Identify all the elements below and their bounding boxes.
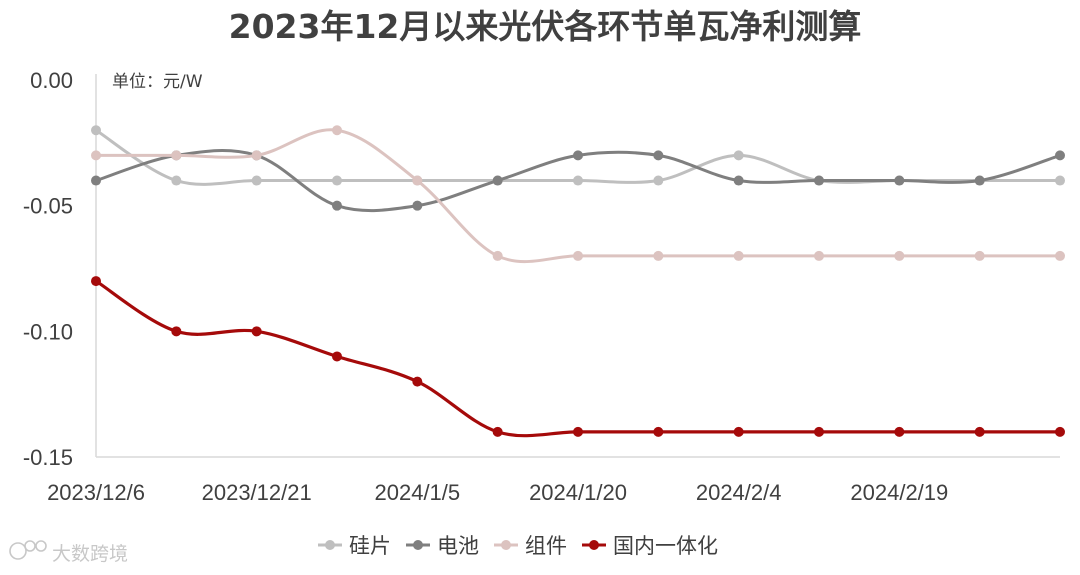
legend-marker <box>501 540 511 550</box>
data-point <box>894 426 905 437</box>
x-tick-label: 2023/12/21 <box>202 480 312 505</box>
series-4 <box>91 276 1065 438</box>
data-point <box>1055 175 1065 186</box>
series-layer <box>91 125 1065 438</box>
data-point <box>332 200 342 211</box>
data-point <box>251 326 262 337</box>
data-point <box>653 250 664 261</box>
legend-item: 组件 <box>494 534 567 558</box>
data-point <box>1055 426 1065 437</box>
data-point <box>653 426 664 437</box>
legend-marker <box>413 540 423 550</box>
data-point <box>91 125 101 136</box>
data-point <box>492 175 503 186</box>
data-point <box>412 200 423 211</box>
x-tick-label: 2024/2/19 <box>850 480 948 505</box>
watermark-logo-icon <box>9 540 47 560</box>
data-point <box>573 250 583 261</box>
data-point <box>573 426 583 437</box>
data-point <box>814 426 824 437</box>
chart-title: 2023年12月以来光伏各环节单瓦净利测算 <box>229 7 862 46</box>
series-line <box>94 128 1062 264</box>
y-tick-label: 0.00 <box>30 68 73 93</box>
x-tick-label: 2024/1/5 <box>375 480 461 505</box>
legend-marker <box>325 540 335 550</box>
data-point <box>974 175 985 186</box>
data-point <box>653 150 664 161</box>
series-line <box>94 279 1062 438</box>
x-axis-ticks: 2023/12/6 2023/12/21 2024/1/5 2024/1/20 2024… <box>47 480 948 505</box>
legend-item: 国内一体化 <box>582 534 718 558</box>
series-3 <box>91 125 1065 264</box>
data-point <box>733 426 744 437</box>
data-point <box>492 426 503 437</box>
data-point <box>332 175 342 186</box>
data-point <box>91 276 101 287</box>
data-point <box>653 175 664 186</box>
y-tick-label: -0.15 <box>23 445 73 470</box>
data-point <box>251 150 262 161</box>
legend-label: 硅片 <box>349 534 391 558</box>
data-point <box>412 376 423 387</box>
legend-label: 组件 <box>525 534 567 558</box>
data-point <box>412 175 423 186</box>
data-point <box>733 250 744 261</box>
data-point <box>332 351 342 362</box>
data-point <box>733 150 744 161</box>
data-point <box>894 175 905 186</box>
watermark: 大数跨境 <box>9 540 128 565</box>
legend-label: 国内一体化 <box>613 534 718 558</box>
x-tick-label: 2023/12/6 <box>47 480 145 505</box>
legend-label: 电池 <box>437 534 479 558</box>
legend-item: 硅片 <box>318 534 391 558</box>
legend-item: 电池 <box>406 534 479 558</box>
y-axis-ticks: 0.00 -0.05 -0.10 -0.15 <box>23 68 73 470</box>
data-point <box>974 426 985 437</box>
data-point <box>814 250 824 261</box>
data-point <box>171 326 182 337</box>
data-point <box>814 175 824 186</box>
data-point <box>91 175 101 186</box>
data-point <box>1055 150 1065 161</box>
data-point <box>171 150 182 161</box>
data-point <box>733 175 744 186</box>
data-point <box>332 125 342 136</box>
data-point <box>492 250 503 261</box>
data-point <box>894 250 905 261</box>
legend-marker <box>589 540 599 550</box>
data-point <box>974 250 985 261</box>
y-tick-label: -0.10 <box>23 319 73 344</box>
unit-label: 单位：元/W <box>112 72 203 92</box>
data-point <box>91 150 101 161</box>
data-point <box>1055 250 1065 261</box>
x-tick-label: 2024/1/20 <box>529 480 627 505</box>
x-tick-label: 2024/2/4 <box>696 480 782 505</box>
data-point <box>573 175 583 186</box>
data-point <box>573 150 583 161</box>
data-point <box>171 175 182 186</box>
legend: 硅片 电池 组件 国内一体化 <box>318 534 718 558</box>
y-tick-label: -0.05 <box>23 194 73 219</box>
data-point <box>251 175 262 186</box>
watermark-text: 大数跨境 <box>52 543 128 565</box>
